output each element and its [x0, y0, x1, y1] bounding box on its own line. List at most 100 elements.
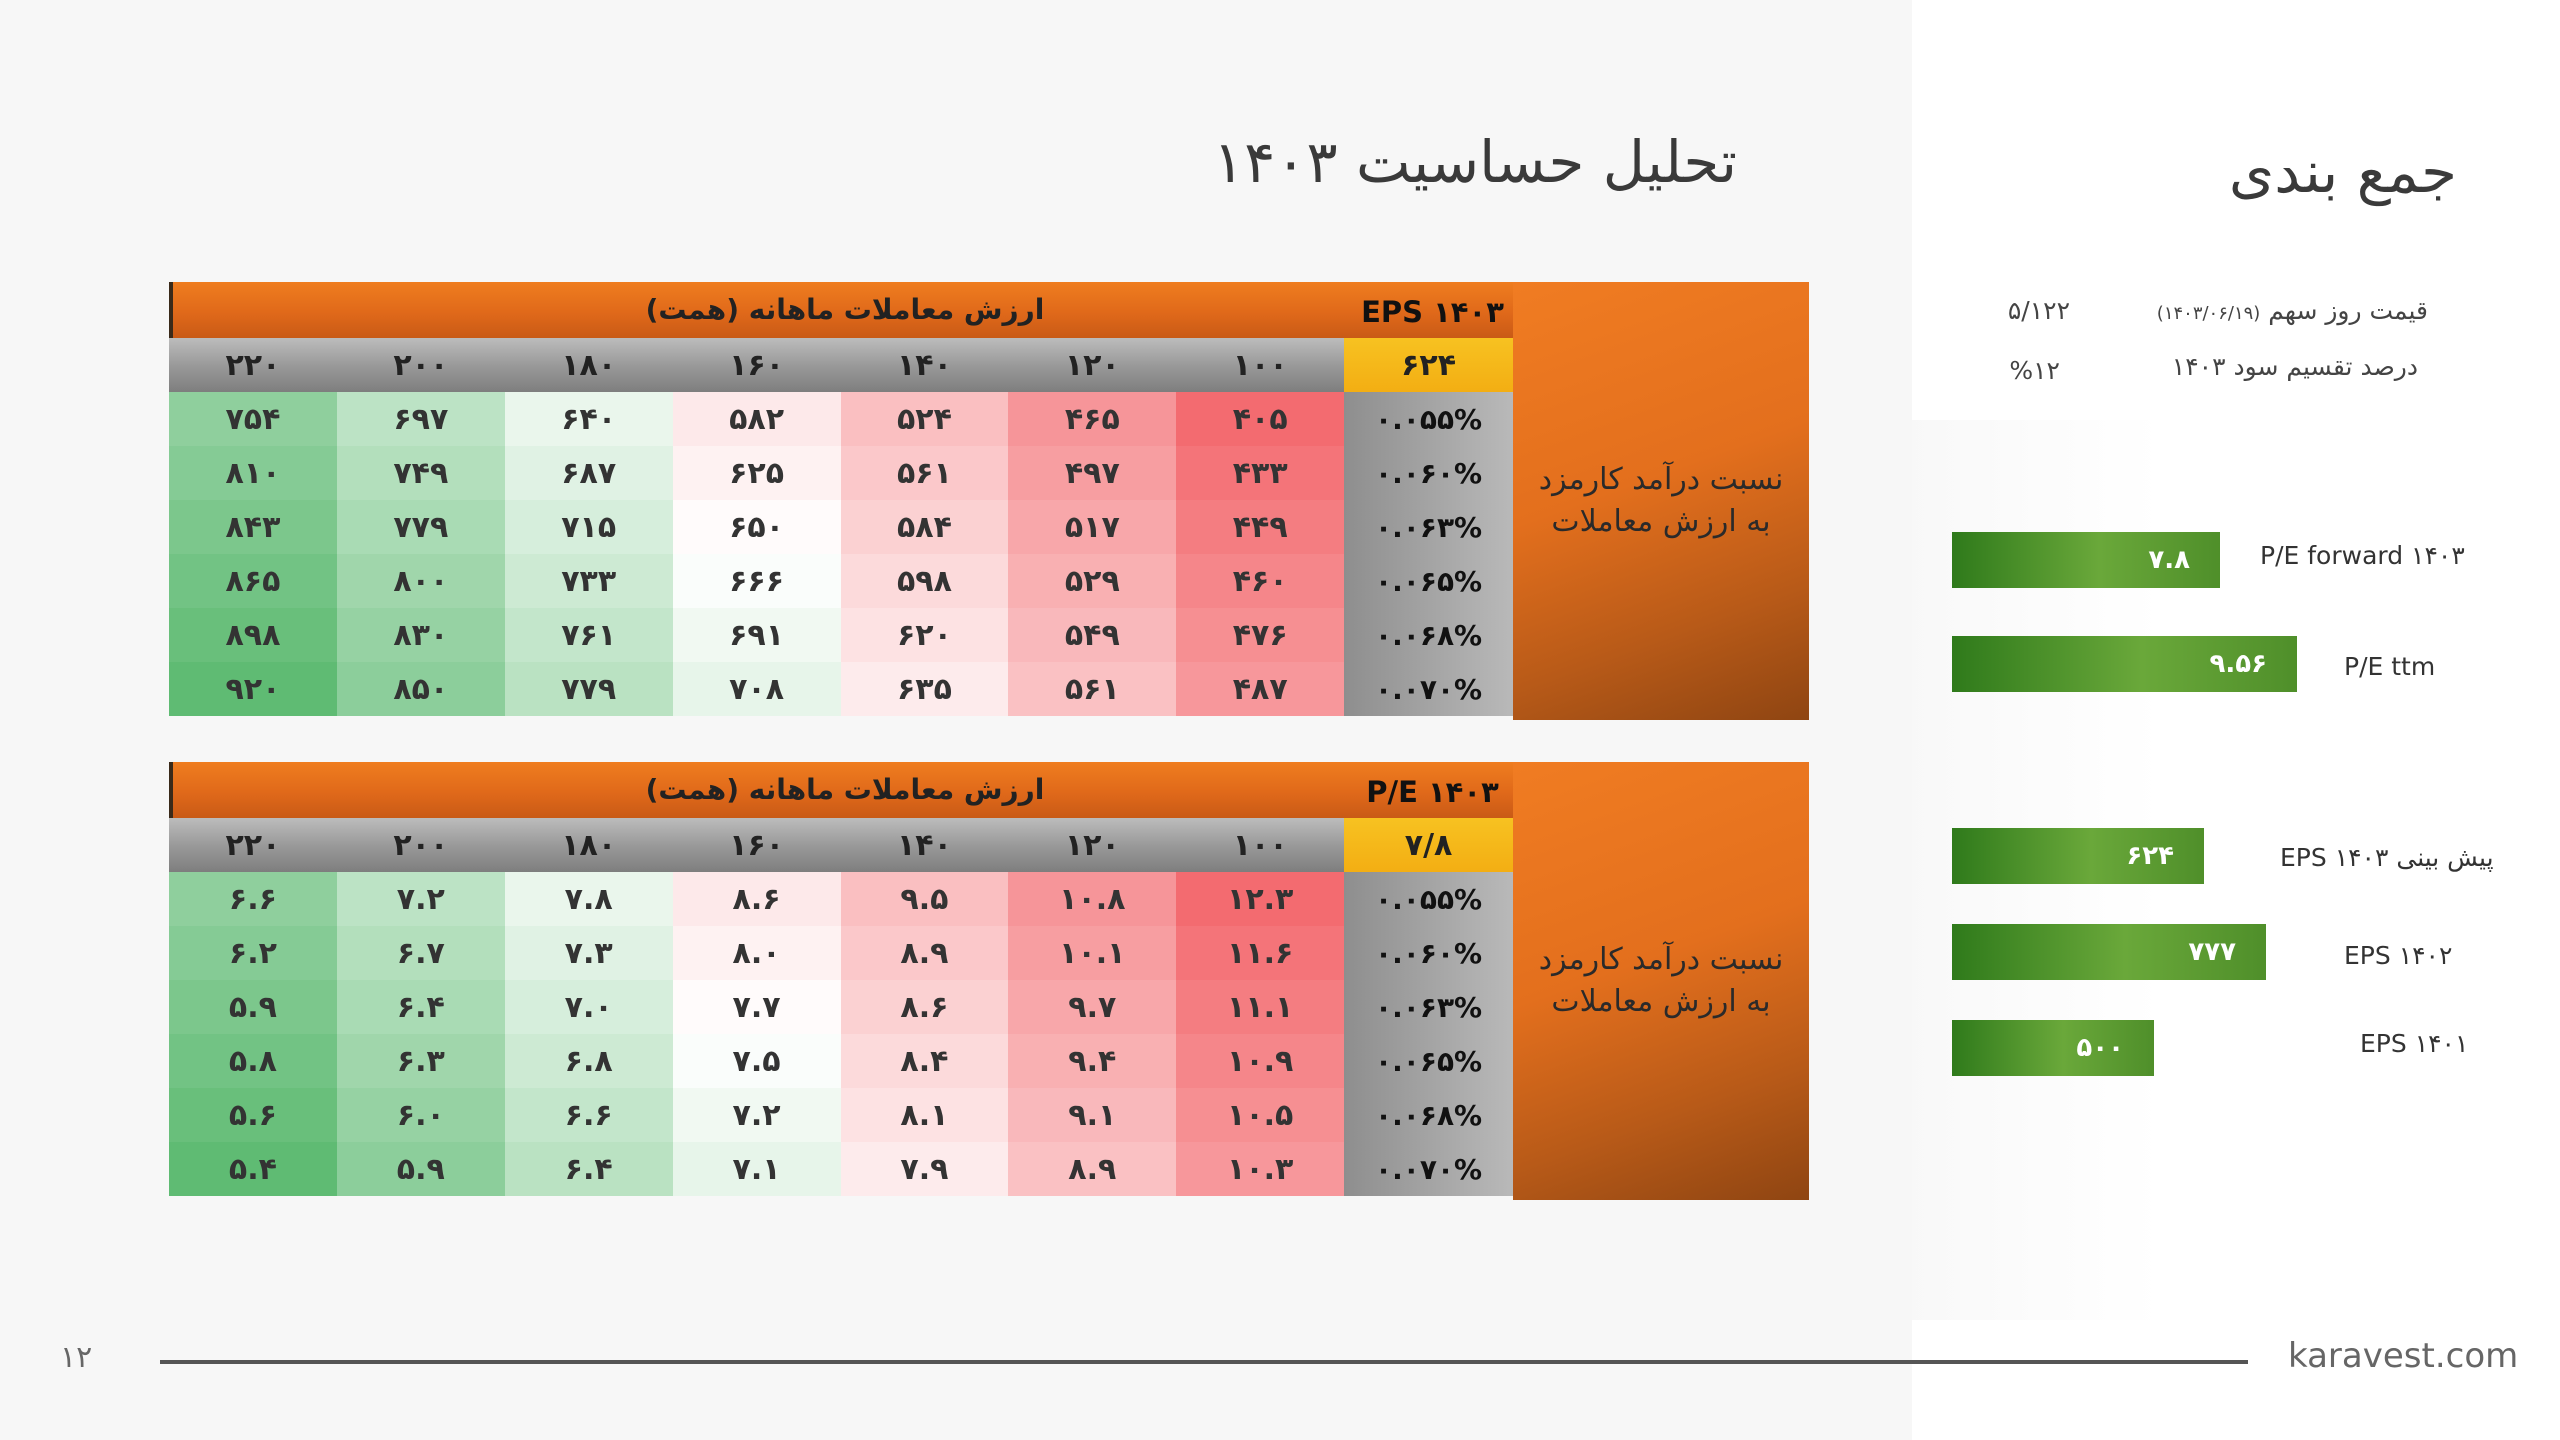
- eps-sensitivity-table: ارزش معاملات ماهانه (همت) EPS ۱۴۰۳ ۲۲۰ ۲۰…: [169, 282, 1809, 720]
- table-header-bar: ارزش معاملات ماهانه (همت) EPS ۱۴۰۳: [169, 282, 1513, 338]
- table-grid: ۲۲۰ ۲۰۰ ۱۸۰ ۱۶۰ ۱۴۰ ۱۲۰ ۱۰۰ ۶۲۴ ۷۵۴ ۶۹۷ ۶۴۰ ۵۸۲ ۵۲۴ ۴…: [169, 338, 1513, 716]
- table-cell: ۸.۴: [840, 1034, 1009, 1088]
- table-cell: ۱۰.۱: [1008, 926, 1177, 980]
- table-title: ارزش معاملات ماهانه (همت): [645, 293, 1045, 326]
- table-cell: ۶۲۰: [840, 608, 1009, 662]
- table-cell: ۶.۲: [169, 926, 337, 980]
- table-cell: ۵۸۴: [840, 500, 1009, 554]
- table-cell: ۱۱.۱: [1176, 980, 1345, 1034]
- table-cell: ۱۱.۶: [1176, 926, 1345, 980]
- table-cell: ۶۹۱: [672, 608, 841, 662]
- table-cell: ۴۳۳: [1176, 446, 1345, 500]
- table-cell: ۸.۱: [840, 1088, 1009, 1142]
- table-cell: ۵.۶: [169, 1088, 337, 1142]
- table-header-bar: ارزش معاملات ماهانه (همت) P/E ۱۴۰۳: [169, 762, 1513, 818]
- table-cell: ۶۹۷: [336, 392, 505, 446]
- table-cell: ۱۰.۵: [1176, 1088, 1345, 1142]
- pe-forward-label: P/E forward ۱۴۰۳: [2260, 541, 2465, 570]
- bar-value: ۷۷۷: [2188, 937, 2236, 967]
- column-header: ۱۰۰: [1176, 818, 1345, 872]
- column-header: ۱۲۰: [1008, 338, 1177, 392]
- row-header: ۰.۰۶۰%: [1344, 446, 1513, 500]
- table-cell: ۴۴۹: [1176, 500, 1345, 554]
- column-header: ۱۴۰: [840, 338, 1009, 392]
- table-row: ۵.۴ ۵.۹ ۶.۴ ۷.۱ ۷.۹ ۸.۹ ۱۰.۳ ۰.۰۷۰%: [169, 1142, 1513, 1196]
- column-header: ۲۰۰: [336, 338, 505, 392]
- table-cell: ۹.۵: [840, 872, 1009, 926]
- dividend-percent-value: %۱۲: [2009, 356, 2060, 385]
- dividend-percent-label: درصد تقسیم سود ۱۴۰۳: [2171, 352, 2418, 381]
- table-cell: ۵۹۸: [840, 554, 1009, 608]
- pe-forward-bar: ۷.۸: [1952, 532, 2220, 588]
- row-axis-label: نسبت درآمد کارمزد به ارزش معاملات: [1513, 282, 1809, 720]
- table-cell: ۴۹۷: [1008, 446, 1177, 500]
- column-header-row: ۲۲۰ ۲۰۰ ۱۸۰ ۱۶۰ ۱۴۰ ۱۲۰ ۱۰۰ ۷/۸: [169, 818, 1513, 872]
- corner-value: ۷/۸: [1344, 818, 1513, 872]
- row-header: ۰.۰۶۸%: [1344, 608, 1513, 662]
- table-cell: ۷.۹: [840, 1142, 1009, 1196]
- table-row: ۸۱۰ ۷۴۹ ۶۸۷ ۶۲۵ ۵۶۱ ۴۹۷ ۴۳۳ ۰.۰۶۰%: [169, 446, 1513, 500]
- table-cell: ۸.۶: [672, 872, 841, 926]
- table-cell: ۸۳۰: [336, 608, 505, 662]
- table-cell: ۱۰.۳: [1176, 1142, 1345, 1196]
- eps-1401-bar: ۵۰۰: [1952, 1020, 2154, 1076]
- summary-panel: [1912, 0, 2560, 1440]
- table-corner-label: EPS ۱۴۰۳: [1361, 295, 1504, 329]
- table-cell: ۷۶۱: [504, 608, 673, 662]
- table-cell: ۶۴۰: [504, 392, 673, 446]
- table-row: ۷۵۴ ۶۹۷ ۶۴۰ ۵۸۲ ۵۲۴ ۴۶۵ ۴۰۵ ۰.۰۵۵%: [169, 392, 1513, 446]
- bar-value: ۷.۸: [2148, 545, 2190, 575]
- table-cell: ۹.۷: [1008, 980, 1177, 1034]
- main-panel: [0, 0, 1912, 1440]
- row-header: ۰.۰۵۵%: [1344, 392, 1513, 446]
- table-cell: ۸۴۳: [169, 500, 337, 554]
- table-row: ۸۴۳ ۷۷۹ ۷۱۵ ۶۵۰ ۵۸۴ ۵۱۷ ۴۴۹ ۰.۰۶۳%: [169, 500, 1513, 554]
- table-corner-label: P/E ۱۴۰۳: [1366, 775, 1499, 809]
- table-cell: ۶۶۶: [672, 554, 841, 608]
- table-cell: ۷.۷: [672, 980, 841, 1034]
- table-cell: ۵۸۲: [672, 392, 841, 446]
- table-cell: ۴۶۰: [1176, 554, 1345, 608]
- table-cell: ۸۵۰: [336, 662, 505, 716]
- table-cell: ۷۷۹: [504, 662, 673, 716]
- table-cell: ۷.۱: [672, 1142, 841, 1196]
- table-cell: ۶۵۰: [672, 500, 841, 554]
- table-cell: ۷.۲: [336, 872, 505, 926]
- column-header: ۱۶۰: [672, 338, 841, 392]
- table-cell: ۹.۴: [1008, 1034, 1177, 1088]
- table-cell: ۵۴۹: [1008, 608, 1177, 662]
- website-link[interactable]: karavest.com: [2288, 1336, 2519, 1376]
- row-header: ۰.۰۷۰%: [1344, 1142, 1513, 1196]
- table-cell: ۹.۱: [1008, 1088, 1177, 1142]
- eps-forecast-label: پیش بینی EPS ۱۴۰۳: [2280, 843, 2494, 872]
- column-header: ۲۲۰: [169, 818, 337, 872]
- row-header: ۰.۰۶۵%: [1344, 554, 1513, 608]
- table-cell: ۵۶۱: [840, 446, 1009, 500]
- table-grid: ۲۲۰ ۲۰۰ ۱۸۰ ۱۶۰ ۱۴۰ ۱۲۰ ۱۰۰ ۷/۸ ۶.۶ ۷.۲ ۷.۸ ۸.۶ ۹.۵ ۱…: [169, 818, 1513, 1196]
- pe-sensitivity-table: ارزش معاملات ماهانه (همت) P/E ۱۴۰۳ ۲۲۰ ۲۰…: [169, 762, 1809, 1200]
- table-cell: ۶.۶: [169, 872, 337, 926]
- page-title: تحلیل حساسیت ۱۴۰۳: [1212, 128, 1737, 196]
- table-cell: ۷.۲: [672, 1088, 841, 1142]
- column-header: ۲۲۰: [169, 338, 337, 392]
- eps-1402-bar: ۷۷۷: [1952, 924, 2266, 980]
- table-cell: ۷۷۹: [336, 500, 505, 554]
- table-cell: ۴۶۵: [1008, 392, 1177, 446]
- eps-forecast-bar: ۶۲۴: [1952, 828, 2204, 884]
- table-cell: ۸۹۸: [169, 608, 337, 662]
- bar-value: ۹.۵۶: [2209, 649, 2267, 679]
- share-price-value: ۵/۱۲۲: [2007, 296, 2070, 325]
- row-axis-label: نسبت درآمد کارمزد به ارزش معاملات: [1513, 762, 1809, 1200]
- table-cell: ۸۶۵: [169, 554, 337, 608]
- row-header: ۰.۰۶۳%: [1344, 980, 1513, 1034]
- row-header: ۰.۰۶۵%: [1344, 1034, 1513, 1088]
- share-price-label: قیمت روز سهم (۱۴۰۳/۰۶/۱۹): [2157, 296, 2428, 325]
- table-row: ۵.۶ ۶.۰ ۶.۶ ۷.۲ ۸.۱ ۹.۱ ۱۰.۵ ۰.۰۶۸%: [169, 1088, 1513, 1142]
- bar-value: ۵۰۰: [2076, 1033, 2124, 1063]
- table-row: ۵.۸ ۶.۳ ۶.۸ ۷.۵ ۸.۴ ۹.۴ ۱۰.۹ ۰.۰۶۵%: [169, 1034, 1513, 1088]
- table-cell: ۷۱۵: [504, 500, 673, 554]
- table-cell: ۸.۹: [1008, 1142, 1177, 1196]
- table-cell: ۷۴۹: [336, 446, 505, 500]
- row-header: ۰.۰۵۵%: [1344, 872, 1513, 926]
- footer-divider: [160, 1360, 2248, 1364]
